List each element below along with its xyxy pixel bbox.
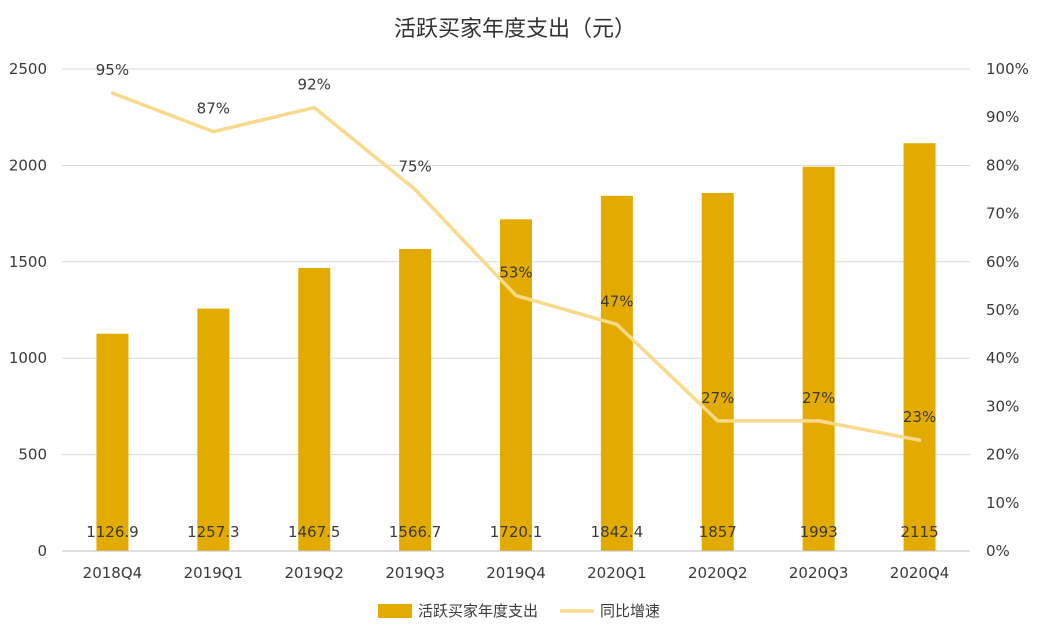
growth-rate-label: 53%: [499, 264, 532, 282]
y-right-tick-label: 80%: [986, 156, 1019, 174]
x-tick-label: 2019Q3: [385, 564, 445, 582]
chart-title: 活跃买家年度支出（元）: [394, 17, 636, 42]
growth-rate-label: 75%: [398, 158, 431, 176]
growth-rate-label: 47%: [600, 292, 633, 310]
growth-rate-point: [919, 439, 921, 441]
growth-rate-label: 92%: [298, 76, 331, 94]
y-right-tick-label: 70%: [986, 205, 1019, 223]
bar-value-label: 1993: [800, 523, 838, 541]
left-axis: 0 500 1000 1500 2000 2500: [9, 60, 47, 560]
bar-value-label: 1257.3: [187, 523, 240, 541]
y-left-tick-label: 0: [37, 542, 47, 560]
y-right-tick-label: 50%: [986, 301, 1019, 319]
y-right-tick-label: 90%: [986, 108, 1019, 126]
x-tick-label: 2019Q4: [486, 564, 546, 582]
x-tick-label: 2020Q2: [688, 564, 748, 582]
growth-rate-label: 27%: [701, 389, 734, 407]
bar: [96, 333, 129, 551]
x-tick-label: 2020Q4: [890, 564, 950, 582]
bar: [701, 192, 734, 551]
legend-label-line: 同比增速: [600, 602, 660, 620]
bar: [600, 195, 633, 551]
growth-rate-point: [111, 92, 113, 94]
y-left-tick-label: 1000: [9, 349, 47, 367]
y-right-tick-label: 20%: [986, 446, 1019, 464]
x-tick-label: 2018Q4: [83, 564, 143, 582]
growth-rate-point: [414, 189, 416, 190]
legend-swatch-bar: [378, 604, 412, 618]
growth-rate-label: 23%: [903, 408, 936, 426]
right-axis: 0% 10% 20% 30% 40% 50% 60% 70% 80% 90% 100%: [986, 60, 1029, 560]
bar: [802, 166, 835, 551]
growth-rate-point: [313, 107, 315, 109]
growth-rate-label: 87%: [197, 100, 230, 118]
legend: 活跃买家年度支出 同比增速: [378, 602, 660, 620]
x-tick-label: 2020Q3: [789, 564, 849, 582]
bar-value-label: 1566.7: [389, 523, 442, 541]
x-tick-label: 2019Q1: [184, 564, 244, 582]
x-axis: 2018Q4 2019Q1 2019Q2 2019Q3 2019Q4 2020Q1 2020…: [62, 550, 970, 582]
bar-value-label: 1857: [699, 523, 737, 541]
bar: [298, 268, 331, 551]
y-right-tick-label: 100%: [986, 60, 1029, 78]
bars-layer: 1126.9 1257.3 1467.5 1566.7 1720.1 1842.4 1857…: [86, 143, 939, 551]
growth-rate-point: [212, 131, 214, 133]
y-left-tick-label: 500: [18, 446, 47, 464]
bar-value-label: 1126.9: [86, 523, 139, 541]
bar: [399, 248, 432, 551]
growth-rate-point: [818, 420, 820, 422]
x-tick-label: 2019Q2: [284, 564, 344, 582]
bar-value-label: 1720.1: [490, 523, 543, 541]
bar: [197, 308, 230, 551]
growth-rate-label: 95%: [96, 61, 129, 79]
growth-rate-point: [515, 295, 517, 297]
y-left-tick-label: 2000: [9, 156, 47, 174]
bar: [903, 143, 936, 551]
bar-value-label: 2115: [900, 523, 938, 541]
bar-value-label: 1467.5: [288, 523, 341, 541]
y-left-tick-label: 1500: [9, 253, 47, 271]
y-right-tick-label: 60%: [986, 253, 1019, 271]
line-layer: 95% 87% 92% 75% 53% 47% 27% 27% 23%: [96, 61, 936, 442]
y-right-tick-label: 40%: [986, 349, 1019, 367]
y-left-tick-label: 2500: [9, 60, 47, 78]
growth-rate-label: 27%: [802, 389, 835, 407]
y-right-tick-label: 10%: [986, 494, 1019, 512]
bar-value-label: 1842.4: [591, 523, 644, 541]
y-right-tick-label: 30%: [986, 397, 1019, 415]
y-right-tick-label: 0%: [986, 542, 1010, 560]
legend-label-bar: 活跃买家年度支出: [418, 602, 538, 620]
bar: [500, 219, 532, 551]
growth-rate-point: [616, 323, 618, 325]
growth-rate-point: [717, 420, 719, 422]
x-tick-label: 2020Q1: [587, 564, 647, 582]
